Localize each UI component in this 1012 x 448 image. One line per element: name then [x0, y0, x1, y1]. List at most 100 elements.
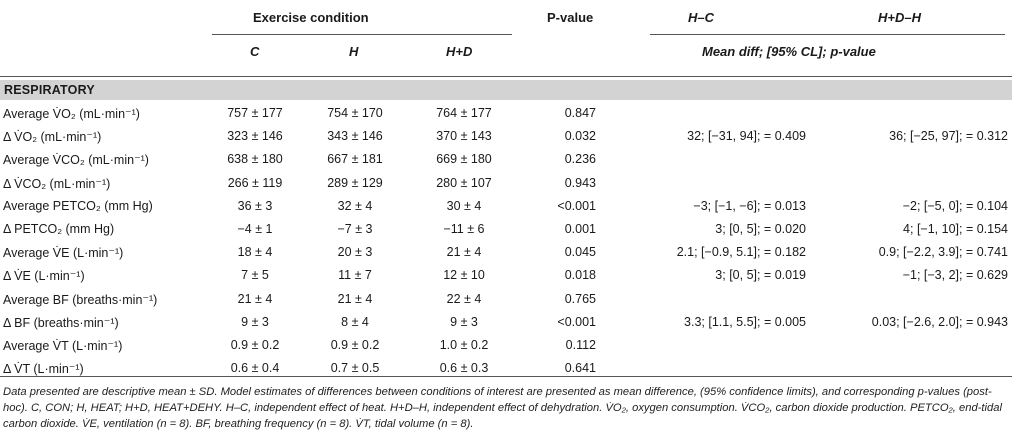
row-label: Average V̇CO₂ (mL·min⁻¹) — [3, 153, 149, 168]
row-label: Δ V̇O₂ (mL·min⁻¹) — [3, 130, 102, 145]
cell-c: 0.6 ± 0.4 — [230, 361, 280, 376]
cell-p-value: <0.001 — [557, 314, 596, 329]
cell-h-minus-c: 3; [0, 5]; = 0.020 — [715, 222, 806, 236]
cell-h: 20 ± 3 — [337, 245, 373, 260]
header-row-top: Exercise condition P-value H–C H+D–H — [0, 0, 1012, 34]
cell-hd: 764 ± 177 — [436, 106, 492, 120]
header-p-value: P-value — [547, 10, 594, 25]
cell-hd: −11 ± 6 — [443, 222, 485, 236]
table-row: Average V̇T (L·min⁻¹) 0.9 ± 0.2 0.9 ± 0.2 1… — [0, 333, 1012, 357]
cell-hd: 370 ± 143 — [436, 129, 492, 144]
section-header-respiratory: RESPIRATORY — [0, 80, 1012, 100]
cell-h: 11 ± 7 — [338, 268, 372, 283]
row-label: Δ V̇E (L·min⁻¹) — [3, 269, 85, 284]
cell-h: 289 ± 129 — [327, 175, 383, 190]
row-label: Average V̇T (L·min⁻¹) — [3, 339, 123, 353]
cell-h-minus-c: −3; [−1, −6]; = 0.013 — [693, 198, 806, 213]
cell-hd: 0.6 ± 0.3 — [439, 361, 489, 376]
cell-c: 21 ± 4 — [237, 291, 273, 306]
table-row: Average V̇E (L·min⁻¹) 18 ± 4 20 ± 3 21 ± 4 0… — [0, 240, 1012, 264]
cell-p-value: 0.001 — [564, 222, 596, 236]
cell-h-minus-c: 3.3; [1.1, 5.5]; = 0.005 — [684, 314, 806, 329]
row-label: Average V̇O₂ (mL·min⁻¹) — [3, 107, 140, 121]
cell-h: 667 ± 181 — [327, 152, 383, 167]
header-col-c: C — [250, 44, 260, 59]
cell-hd: 30 ± 4 — [446, 198, 482, 213]
row-label: Δ BF (breaths·min⁻¹) — [3, 315, 119, 330]
header-divider-conditions — [212, 34, 512, 35]
cell-hd: 22 ± 4 — [446, 291, 482, 306]
cell-hd: 1.0 ± 0.2 — [439, 338, 489, 352]
row-label: Average PETCO₂ (mm Hg) — [3, 198, 153, 213]
table-row: Average PETCO₂ (mm Hg) 36 ± 3 32 ± 4 30 ± 4… — [0, 194, 1012, 218]
cell-hd: 9 ± 3 — [450, 314, 478, 329]
header-hd-minus-h: H+D–H — [878, 10, 921, 25]
section-title: RESPIRATORY — [4, 83, 95, 97]
row-label: Average BF (breaths·min⁻¹) — [3, 292, 158, 307]
cell-p-value: 0.641 — [564, 361, 596, 376]
row-label: Δ PETCO₂ (mm Hg) — [3, 222, 115, 236]
cell-p-value: 0.045 — [564, 245, 596, 260]
cell-p-value: 0.032 — [564, 129, 596, 144]
cell-p-value: 0.847 — [564, 106, 596, 120]
header-h-minus-c: H–C — [688, 10, 715, 25]
cell-c: 7 ± 5 — [241, 268, 269, 283]
cell-c: 0.9 ± 0.2 — [230, 338, 280, 352]
cell-hd-minus-h: −1; [−3, 2]; = 0.629 — [902, 268, 1008, 283]
cell-hd: 12 ± 10 — [443, 268, 485, 283]
cell-c: 757 ± 177 — [227, 106, 283, 120]
cell-p-value: 0.018 — [564, 268, 596, 283]
cell-p-value: 0.112 — [565, 338, 596, 352]
cell-hd-minus-h: 36; [−25, 97]; = 0.312 — [889, 129, 1008, 144]
cell-h: 754 ± 170 — [327, 106, 383, 120]
cell-p-value: 0.236 — [564, 152, 596, 167]
cell-c: 36 ± 3 — [237, 198, 273, 213]
cell-h-minus-c: 2.1; [−0.9, 5.1]; = 0.182 — [676, 245, 806, 260]
cell-hd-minus-h: −2; [−5, 0]; = 0.104 — [902, 198, 1008, 213]
cell-p-value: 0.765 — [564, 291, 596, 306]
table-row: Δ V̇CO₂ (mL·min⁻¹) 266 ± 119 289 ± 129 280 … — [0, 171, 1012, 195]
cell-hd: 280 ± 107 — [436, 175, 492, 190]
cell-c: 638 ± 180 — [227, 152, 283, 167]
header-exercise-condition: Exercise condition — [253, 10, 369, 25]
table-row: Δ V̇O₂ (mL·min⁻¹) 323 ± 146 343 ± 146 370 ±… — [0, 124, 1012, 148]
header-mean-diff: Mean diff; [95% CL]; p-value — [702, 44, 876, 59]
row-label: Average V̇E (L·min⁻¹) — [3, 246, 124, 261]
cell-p-value: 0.943 — [564, 175, 596, 190]
table-row: Δ PETCO₂ (mm Hg) −4 ± 1 −7 ± 3 −11 ± 6 0.001… — [0, 217, 1012, 241]
cell-hd-minus-h: 4; [−1, 10]; = 0.154 — [903, 222, 1008, 236]
row-label: Δ V̇CO₂ (mL·min⁻¹) — [3, 176, 111, 191]
cell-h: 21 ± 4 — [337, 291, 373, 306]
header-divider-differences — [650, 34, 1005, 35]
table-row: Δ V̇T (L·min⁻¹) 0.6 ± 0.4 0.7 ± 0.5 0.6 ± 0… — [0, 356, 1012, 380]
cell-h: 0.7 ± 0.5 — [330, 361, 380, 376]
cell-hd-minus-h: 0.03; [−2.6, 2.0]; = 0.943 — [871, 314, 1008, 329]
table-row: Average BF (breaths·min⁻¹) 21 ± 4 21 ± 4 22… — [0, 287, 1012, 311]
cell-hd-minus-h: 0.9; [−2.2, 3.9]; = 0.741 — [878, 245, 1008, 260]
header-col-h: H — [349, 44, 359, 59]
header-row-bottom: C H H+D Mean diff; [95% CL]; p-value — [0, 34, 1012, 74]
cell-hd: 21 ± 4 — [446, 245, 482, 260]
row-label: Δ V̇T (L·min⁻¹) — [3, 362, 84, 377]
cell-h: 343 ± 146 — [327, 129, 383, 144]
table-row: Average V̇O₂ (mL·min⁻¹) 757 ± 177 754 ± 17… — [0, 101, 1012, 125]
cell-p-value: <0.001 — [557, 198, 596, 213]
cell-h-minus-c: 32; [−31, 94]; = 0.409 — [687, 129, 806, 144]
cell-c: 266 ± 119 — [227, 175, 283, 190]
cell-c: 323 ± 146 — [227, 129, 283, 144]
cell-c: −4 ± 1 — [237, 222, 273, 236]
cell-h: 0.9 ± 0.2 — [330, 338, 380, 352]
cell-h: 32 ± 4 — [337, 198, 373, 213]
table-row: Δ V̇E (L·min⁻¹) 7 ± 5 11 ± 7 12 ± 10 0.018 3;… — [0, 263, 1012, 287]
table-bottom-rule — [0, 376, 1012, 377]
cell-h: 8 ± 4 — [341, 314, 369, 329]
table-footnote: Data presented are descriptive mean ± SD… — [3, 386, 1002, 430]
table-row: Average V̇CO₂ (mL·min⁻¹) 638 ± 180 667 ± 1… — [0, 147, 1012, 171]
cell-c: 9 ± 3 — [241, 314, 269, 329]
header-bottom-rule — [0, 76, 1012, 77]
cell-h: −7 ± 3 — [337, 222, 373, 236]
cell-hd: 669 ± 180 — [436, 152, 492, 167]
cell-h-minus-c: 3; [0, 5]; = 0.019 — [715, 268, 806, 283]
cell-c: 18 ± 4 — [237, 245, 273, 260]
header-col-hd: H+D — [446, 44, 473, 59]
